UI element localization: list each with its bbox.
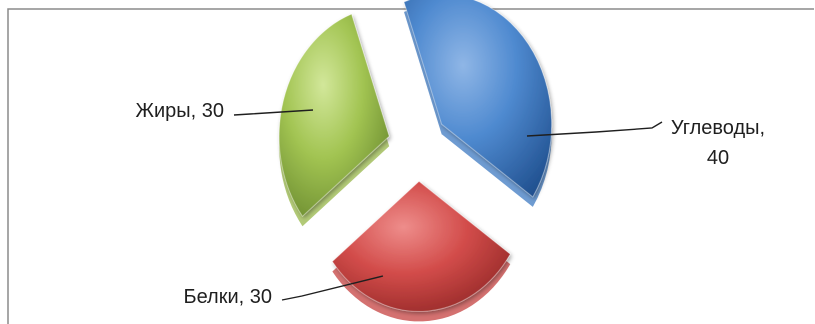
leader-line	[281, 275, 384, 301]
data-labels: Углеводы, 40 Белки, 30 Жиры, 30	[136, 100, 766, 308]
data-label: 40	[707, 147, 729, 169]
data-label: Белки, 30	[183, 286, 272, 308]
chart-frame	[7, 8, 814, 324]
pie-slice-face	[403, 0, 553, 198]
data-label: Жиры, 30	[136, 100, 225, 122]
pie-slices	[278, 0, 553, 322]
pie-slice-1	[403, 0, 553, 207]
leader-line	[526, 121, 663, 137]
leader-line	[233, 109, 314, 116]
pie-slice-2	[331, 180, 511, 322]
pie-slice-face	[278, 13, 390, 218]
data-label: Углеводы,	[671, 117, 765, 139]
pie-slice-3	[278, 13, 390, 227]
pie-slice-face	[331, 180, 511, 312]
